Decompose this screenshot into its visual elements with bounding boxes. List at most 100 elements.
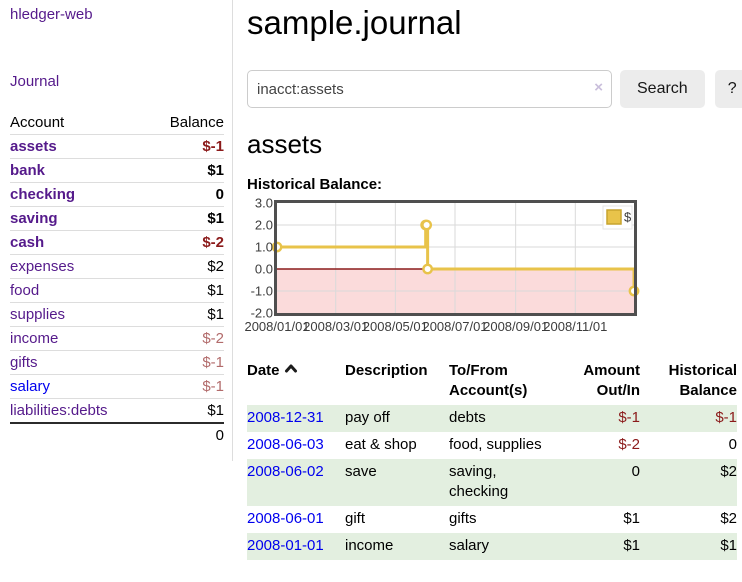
plot-border xyxy=(274,200,637,316)
sidebar: hledger-web Journal Account Balance asse… xyxy=(0,0,233,461)
account-page-title: assets xyxy=(247,129,323,159)
sidebar-account-link-cash[interactable]: cash xyxy=(10,234,45,251)
account-row: assets $-1 xyxy=(10,134,224,159)
search-button[interactable]: Search xyxy=(620,70,705,108)
account-balance: $-2 xyxy=(147,326,224,351)
sidebar-account-link-liabilities-debts[interactable]: liabilities:debts xyxy=(10,402,108,419)
account-balance: $-2 xyxy=(147,230,224,255)
account-balance: $2 xyxy=(147,254,224,279)
transaction-description: save xyxy=(345,463,377,480)
app-brand-link[interactable]: hledger-web xyxy=(10,6,93,23)
transaction-amount: 0 xyxy=(631,463,640,480)
transaction-balance: $2 xyxy=(720,510,737,527)
accounts-total-value: 0 xyxy=(215,427,224,444)
account-row: salary $-1 xyxy=(10,374,224,399)
account-column-header: Account xyxy=(10,111,148,135)
search-input[interactable] xyxy=(247,70,612,108)
sidebar-account-link-bank[interactable]: bank xyxy=(10,162,46,179)
transaction-amount: $-2 xyxy=(618,436,640,453)
account-row: income $-2 xyxy=(10,326,224,351)
transaction-balance: $1 xyxy=(720,537,737,554)
transaction-accounts: debts xyxy=(449,409,486,426)
transaction-balance: $2 xyxy=(720,463,737,480)
transaction-accounts: food, supplies xyxy=(449,436,542,453)
x-axis-label: 2008/03/01 xyxy=(303,319,368,334)
transaction-amount: $-1 xyxy=(618,409,640,426)
transaction-balance: $-1 xyxy=(715,409,737,426)
transaction-description: eat & shop xyxy=(345,436,417,453)
search-form: × Search ? xyxy=(247,70,742,108)
account-row: checking 0 xyxy=(10,182,224,207)
y-axis-label: 0.0 xyxy=(255,262,273,277)
balance-column-header-register: Historical Balance xyxy=(668,362,737,399)
page-title: sample.journal xyxy=(247,4,462,41)
sidebar-account-link-expenses[interactable]: expenses xyxy=(10,258,75,275)
transaction-accounts: gifts xyxy=(449,510,477,527)
transaction-date-link[interactable]: 2008-06-02 xyxy=(247,463,324,480)
help-button[interactable]: ? xyxy=(714,70,742,108)
account-rows: assets $-1 bank $1 checking 0 saving $1 cash $-2 e… xyxy=(10,134,224,448)
clear-search-icon[interactable]: × xyxy=(594,79,603,96)
account-row: cash $-2 xyxy=(10,230,224,255)
sidebar-account-link-saving[interactable]: saving xyxy=(10,210,58,227)
account-balance: $1 xyxy=(147,158,224,183)
historical-balance-chart: 3.0 2.0 1.0 0.0 -1.0 -2.0 2008/01/01 2008/03/01… xyxy=(244,196,742,337)
sidebar-account-link-checking[interactable]: checking xyxy=(10,186,76,203)
account-balance: $1 xyxy=(147,398,224,424)
legend-swatch xyxy=(606,209,622,225)
app-window: hledger-web Journal Account Balance asse… xyxy=(0,0,742,560)
account-row: gifts $-1 xyxy=(10,350,224,375)
sidebar-account-link-supplies[interactable]: supplies xyxy=(10,306,66,323)
y-axis-label: -1.0 xyxy=(251,284,273,299)
account-balance: 0 xyxy=(147,182,224,207)
account-row: food $1 xyxy=(10,278,224,303)
transaction-amount: $1 xyxy=(623,510,640,527)
x-axis-label: 2008/05/01 xyxy=(363,319,428,334)
data-point xyxy=(421,219,433,231)
sidebar-account-link-assets[interactable]: assets xyxy=(10,138,57,155)
legend-label: $ xyxy=(624,210,632,225)
x-axis-label: 2008/01/01 xyxy=(244,319,309,334)
transaction-balance: 0 xyxy=(728,436,737,453)
sidebar-account-link-salary[interactable]: salary xyxy=(10,378,51,395)
transaction-amount: $1 xyxy=(623,537,640,554)
transaction-row: 2008-06-03 eat & shop food, supplies $-2 0 xyxy=(247,432,737,459)
transaction-description: gift xyxy=(345,510,366,527)
y-axis-label: 1.0 xyxy=(255,240,273,255)
sidebar-account-link-income[interactable]: income xyxy=(10,330,59,347)
accounts-total-row: 0 xyxy=(10,423,224,447)
account-balance: $-1 xyxy=(147,374,224,399)
account-balance: $1 xyxy=(147,302,224,327)
account-balance: $1 xyxy=(147,206,224,231)
sidebar-item-journal[interactable]: Journal xyxy=(10,73,60,90)
transaction-row: 2008-06-02 save saving, checking 0 $2 xyxy=(247,459,737,506)
x-axis-label: 2008/11/01 xyxy=(543,319,607,334)
main-content: sample.journal × Search ? assets Histori… xyxy=(233,0,742,560)
date-column-header[interactable]: Date xyxy=(247,360,345,405)
transaction-row: 2008-06-01 gift gifts $1 $2 xyxy=(247,506,737,533)
transaction-description: income xyxy=(345,537,394,554)
transaction-date-link[interactable]: 2008-06-03 xyxy=(247,436,324,453)
account-balance: $-1 xyxy=(147,350,224,375)
account-row: supplies $1 xyxy=(10,302,224,327)
sort-ascending-icon xyxy=(284,364,297,373)
balance-chart-svg: 3.0 2.0 1.0 0.0 -1.0 -2.02008/01/012008/03/01… xyxy=(244,196,640,334)
sidebar-account-link-food[interactable]: food xyxy=(10,282,40,299)
x-axis-label: 2008/09/01 xyxy=(483,319,548,334)
account-balance: $-1 xyxy=(147,134,224,159)
account-row: liabilities:debts $1 xyxy=(10,398,224,424)
sidebar-account-link-gifts[interactable]: gifts xyxy=(10,354,38,371)
y-axis-label: 2.0 xyxy=(255,218,273,233)
transaction-accounts: salary xyxy=(449,537,490,554)
transaction-date-link[interactable]: 2008-06-01 xyxy=(247,510,324,527)
account-row: saving $1 xyxy=(10,206,224,231)
transaction-accounts: saving, checking xyxy=(449,463,509,500)
register-table: Date Description To/From Account(s) Amou… xyxy=(247,360,737,560)
transaction-date-link[interactable]: 2008-12-31 xyxy=(247,409,324,426)
transaction-description: pay off xyxy=(345,409,390,426)
transaction-date-link[interactable]: 2008-01-01 xyxy=(247,537,324,554)
accounts-column-header: To/From Account(s) xyxy=(449,362,528,399)
register-rows: 2008-12-31 pay off debts $-1 $-1 2008-06-03 ea… xyxy=(247,405,737,560)
y-axis-label: 3.0 xyxy=(255,196,273,211)
chart-legend: $ xyxy=(602,205,633,230)
